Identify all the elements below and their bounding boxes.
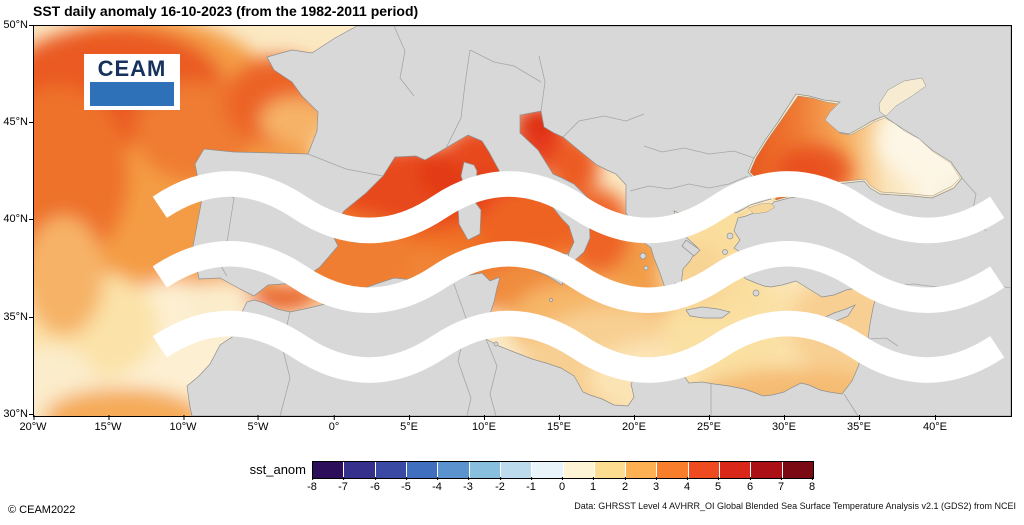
colorbar-title: sst_anom [249,462,306,477]
ceam-logo-text: CEAM [97,56,167,81]
lon-axis-label: 0° [328,415,340,433]
colorbar-tick-label: 2 [621,477,629,493]
colorbar-segment [468,462,500,478]
lon-axis-label: 10°E [472,415,496,433]
sea-of-marmara [747,202,776,215]
colorbar-segment [593,462,626,478]
colorbar-segment [719,462,751,478]
colorbar-segment [562,462,594,478]
colorbar-segment [343,462,375,478]
waves-icon [90,82,1005,383]
colorbar-segment [499,462,532,478]
colorbar-tick-label: -5 [401,477,411,493]
lon-axis-label: 25°E [697,415,721,433]
data-source-text: Data: GHRSST Level 4 AVHRR_OI Global Ble… [574,501,1016,511]
map-plot: CEAM [33,25,1012,417]
lon-axis-label: 15°W [94,415,122,433]
colorbar-segment [531,462,563,478]
colorbar-tick-label: -4 [432,477,442,493]
colorbar-segment [625,462,657,478]
lat-axis-label: 30°N [0,407,33,421]
colorbar-segment [313,462,344,478]
colorbar-tick-label: -2 [495,477,505,493]
colorbar-tick-label: -7 [338,477,348,493]
lon-axis-label: 35°E [847,415,871,433]
lon-axis-label: 40°E [923,415,947,433]
colorbar-tick-label: 0 [558,477,566,493]
lon-axis-label: 20°W [19,415,47,433]
colorbar-tick-label: 1 [589,477,597,493]
lat-axis-label: 40°N [0,212,33,226]
colorbar-tick-label: 8 [808,477,816,493]
colorbar-tick-label: -3 [463,477,473,493]
colorbar-tick-label: -8 [307,477,317,493]
colorbar-segment [374,462,406,478]
colorbar-tick-label: -6 [370,477,380,493]
colorbar-tick-label: -1 [526,477,536,493]
colorbar-tick-label: 5 [714,477,722,493]
lon-axis-label: 5°E [400,415,418,433]
lon-axis-label: 20°E [622,415,646,433]
colorbar-tick-label: 6 [746,477,754,493]
colorbar-segment [656,462,688,478]
lon-axis-label: 5°W [247,415,269,433]
lat-axis-label: 50°N [0,18,33,32]
colorbar-segment [781,462,813,478]
colorbar [312,461,814,479]
colorbar-segment [687,462,720,478]
colorbar-segment [405,462,438,478]
lon-axis-label: 30°E [772,415,796,433]
lon-axis-label: 15°E [547,415,571,433]
sea-of-azov [878,77,927,117]
copyright-text: © CEAM2022 [8,504,76,516]
lat-axis-label: 45°N [0,115,33,129]
colorbar-tick-label: 7 [777,477,785,493]
colorbar-tick-label: 4 [683,477,691,493]
colorbar-tick-label: 3 [652,477,660,493]
ceam-logo: CEAM [84,54,1005,383]
page-title: SST daily anomaly 16-10-2023 (from the 1… [33,3,419,19]
lat-axis-label: 35°N [0,310,33,324]
colorbar-ticks: -8 -7 -6 -5 -4 -3 -2 -1 0 1 2 3 4 5 6 7 … [307,477,816,495]
colorbar-segment [750,462,782,478]
lon-axis-label: 10°W [169,415,197,433]
colorbar-segment [437,462,469,478]
